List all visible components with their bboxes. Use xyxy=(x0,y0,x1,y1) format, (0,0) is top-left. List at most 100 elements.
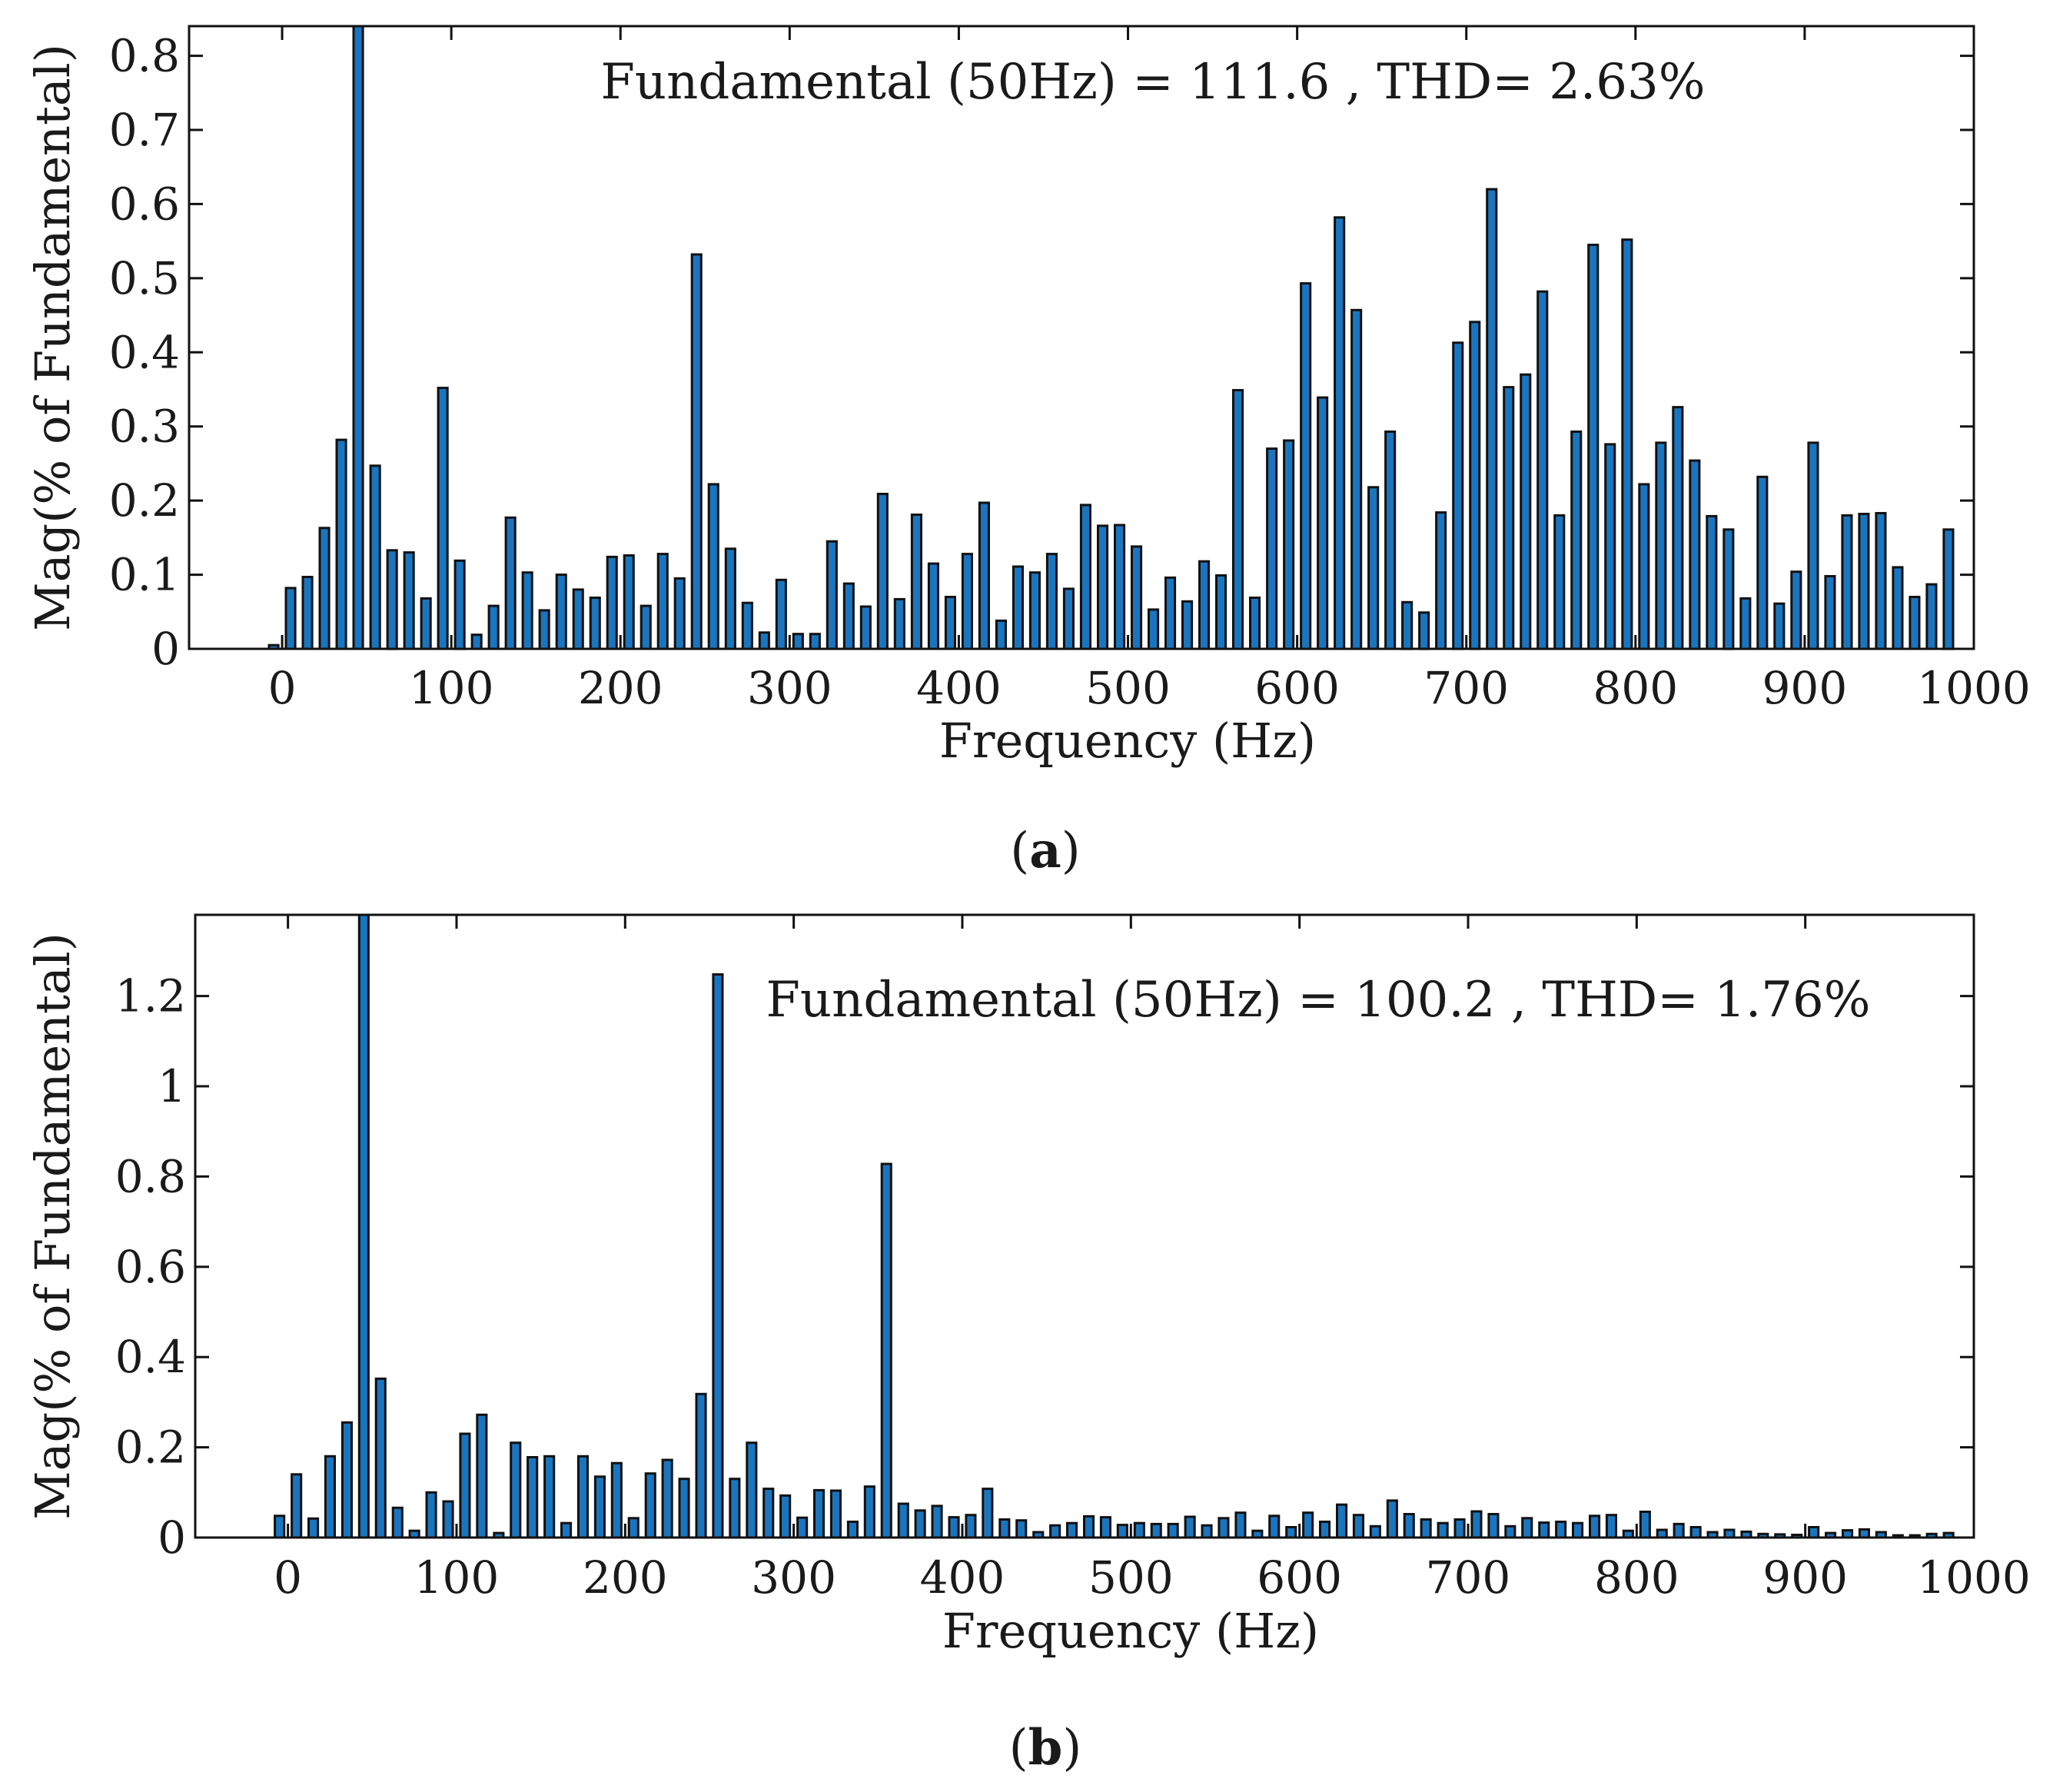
bar xyxy=(1131,545,1143,650)
bar xyxy=(1621,238,1633,650)
bar xyxy=(931,1504,943,1539)
y-tick-label: 0.4 xyxy=(115,1331,186,1383)
y-tick-label: 0.8 xyxy=(109,30,180,82)
bar xyxy=(1452,341,1464,650)
bar xyxy=(897,1502,909,1539)
bar xyxy=(1722,528,1735,650)
bar xyxy=(965,1514,977,1539)
bar xyxy=(1114,524,1126,650)
bar xyxy=(1553,514,1566,650)
x-tick-label: 100 xyxy=(414,1551,500,1604)
x-tick-label: 600 xyxy=(1254,662,1340,714)
y-tick-label: 1 xyxy=(158,1060,186,1112)
bar xyxy=(459,1432,471,1539)
bar xyxy=(437,387,449,650)
bar xyxy=(1858,513,1870,650)
bar xyxy=(487,604,500,650)
bar xyxy=(420,597,432,650)
bar xyxy=(1133,1521,1145,1539)
bar xyxy=(301,576,314,650)
bar xyxy=(779,1494,792,1539)
bar xyxy=(510,1441,522,1539)
bar xyxy=(352,25,364,650)
bar xyxy=(661,1458,673,1539)
x-tick-label: 900 xyxy=(1762,662,1848,714)
bar xyxy=(1099,1516,1112,1539)
x-tick-label: 200 xyxy=(578,662,663,714)
bar xyxy=(374,1377,387,1539)
bar xyxy=(1756,475,1769,650)
bar xyxy=(386,549,398,650)
bar xyxy=(1150,1522,1162,1539)
y-tick-label: 1.2 xyxy=(115,970,186,1022)
bar xyxy=(369,464,381,650)
bar xyxy=(1352,1514,1365,1539)
panel-letter: b xyxy=(1028,1719,1063,1777)
x-tick-label: 300 xyxy=(747,662,832,714)
bar xyxy=(442,1500,454,1539)
x-tick-label: 1000 xyxy=(1917,662,2031,714)
bar xyxy=(1538,1521,1550,1539)
bar xyxy=(1808,1526,1820,1539)
bar xyxy=(1184,1515,1196,1539)
bar xyxy=(982,1488,994,1539)
bar xyxy=(476,1413,488,1539)
bar xyxy=(623,554,635,650)
panel-label: (b) xyxy=(1009,1719,1082,1777)
bar xyxy=(944,596,957,650)
bar xyxy=(1164,576,1177,650)
bar xyxy=(572,588,584,650)
bar xyxy=(391,1506,404,1539)
bar xyxy=(1232,389,1244,650)
bar xyxy=(1268,1514,1281,1539)
bar xyxy=(1181,600,1194,650)
bar xyxy=(880,1162,892,1539)
bar xyxy=(656,553,669,650)
x-axis-title: Frequency (Hz) xyxy=(942,1603,1319,1659)
bar xyxy=(813,1488,826,1539)
x-tick-label: 0 xyxy=(274,1551,302,1604)
bar xyxy=(1369,1524,1381,1539)
x-tick-label: 800 xyxy=(1593,662,1678,714)
bar xyxy=(1503,386,1515,650)
bar xyxy=(527,1456,539,1539)
bar xyxy=(1435,511,1447,650)
x-tick-label: 600 xyxy=(1257,1551,1342,1604)
bar xyxy=(876,493,889,650)
bar xyxy=(1689,1526,1702,1539)
y-tick-label: 0.1 xyxy=(109,549,180,601)
bar xyxy=(775,578,787,650)
bar xyxy=(1367,486,1380,650)
bar xyxy=(1841,514,1853,650)
bar xyxy=(1420,1518,1432,1539)
y-axis-title: Mag(% of Fundamental) xyxy=(25,933,81,1520)
bar xyxy=(1234,1511,1247,1539)
bar xyxy=(576,1455,590,1539)
bar xyxy=(1638,483,1650,650)
bar xyxy=(1604,443,1616,650)
bar xyxy=(1198,560,1211,650)
bar xyxy=(995,619,1008,650)
bar-series xyxy=(267,25,1955,650)
bar xyxy=(1167,1522,1179,1539)
bar xyxy=(504,516,517,650)
bar xyxy=(341,1421,353,1539)
bar xyxy=(425,1491,437,1539)
bar xyxy=(307,1517,320,1539)
bar xyxy=(1218,1517,1230,1539)
bar xyxy=(707,483,719,650)
bar xyxy=(712,973,724,1539)
bar xyxy=(1605,1514,1617,1539)
bar xyxy=(555,574,567,650)
bar xyxy=(274,1514,286,1539)
x-tick-label: 300 xyxy=(751,1551,836,1604)
bar xyxy=(695,1392,707,1539)
bar xyxy=(1300,282,1312,650)
bar xyxy=(1587,244,1600,650)
bar xyxy=(357,913,370,1539)
bar-series xyxy=(274,913,1955,1539)
bar xyxy=(1403,1513,1415,1539)
bar xyxy=(961,553,974,650)
bar xyxy=(1350,308,1363,650)
x-tick-label: 800 xyxy=(1594,1551,1679,1604)
